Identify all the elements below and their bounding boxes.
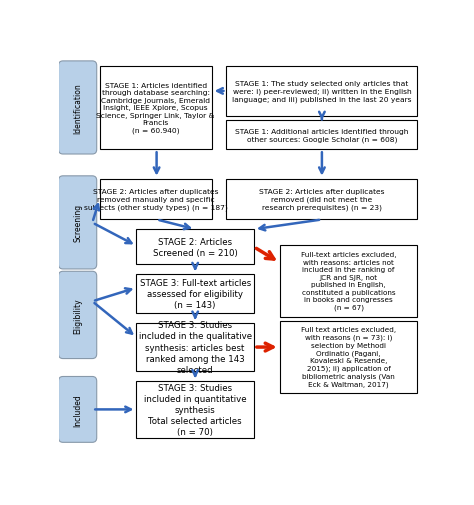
FancyBboxPatch shape — [137, 230, 254, 265]
Text: STAGE 2: Articles after duplicates
removed manually and specific
subjects (other: STAGE 2: Articles after duplicates remov… — [84, 189, 228, 211]
Text: STAGE 3: Studies
included in quantitative
synthesis
Total selected articles
(n =: STAGE 3: Studies included in quantitativ… — [144, 383, 246, 436]
FancyBboxPatch shape — [58, 272, 97, 359]
Text: STAGE 3: Full-text articles
assessed for eligibility
(n = 143): STAGE 3: Full-text articles assessed for… — [139, 278, 251, 310]
Text: STAGE 1: Additional articles identified through
other sources: Google Scholar (n: STAGE 1: Additional articles identified … — [235, 128, 409, 142]
FancyBboxPatch shape — [137, 323, 254, 372]
FancyBboxPatch shape — [58, 62, 97, 155]
Text: Screening: Screening — [73, 204, 82, 242]
FancyBboxPatch shape — [58, 176, 97, 269]
FancyBboxPatch shape — [227, 121, 418, 150]
Text: STAGE 1: The study selected only articles that
were: i) peer-reviewed; ii) writt: STAGE 1: The study selected only article… — [232, 81, 411, 103]
Text: STAGE 2: Articles
Screened (n = 210): STAGE 2: Articles Screened (n = 210) — [153, 237, 237, 257]
Text: Identification: Identification — [73, 83, 82, 133]
FancyBboxPatch shape — [100, 67, 212, 150]
FancyBboxPatch shape — [137, 275, 254, 313]
Text: Eligibility: Eligibility — [73, 297, 82, 333]
Text: STAGE 1: Articles identified
through database searching:
Cambridge Journals, Eme: STAGE 1: Articles identified through dat… — [97, 82, 215, 134]
FancyBboxPatch shape — [137, 381, 254, 438]
FancyBboxPatch shape — [227, 179, 418, 220]
FancyBboxPatch shape — [100, 179, 212, 220]
Text: Full text articles excluded,
with reasons (n = 73): i)
selection by Methodi
Ordi: Full text articles excluded, with reason… — [301, 327, 396, 387]
FancyBboxPatch shape — [280, 245, 418, 317]
FancyBboxPatch shape — [280, 321, 418, 393]
FancyBboxPatch shape — [58, 377, 97, 442]
Text: Included: Included — [73, 393, 82, 426]
Text: STAGE 2: Articles after duplicates
removed (did not meet the
research prerequisi: STAGE 2: Articles after duplicates remov… — [259, 189, 385, 211]
FancyBboxPatch shape — [227, 67, 418, 117]
Text: STAGE 3: Studies
included in the qualitative
synthesis: articles best
ranked amo: STAGE 3: Studies included in the qualita… — [138, 321, 252, 374]
Text: Full-text articles excluded,
with reasons: articles not
included in the ranking : Full-text articles excluded, with reason… — [301, 252, 396, 311]
